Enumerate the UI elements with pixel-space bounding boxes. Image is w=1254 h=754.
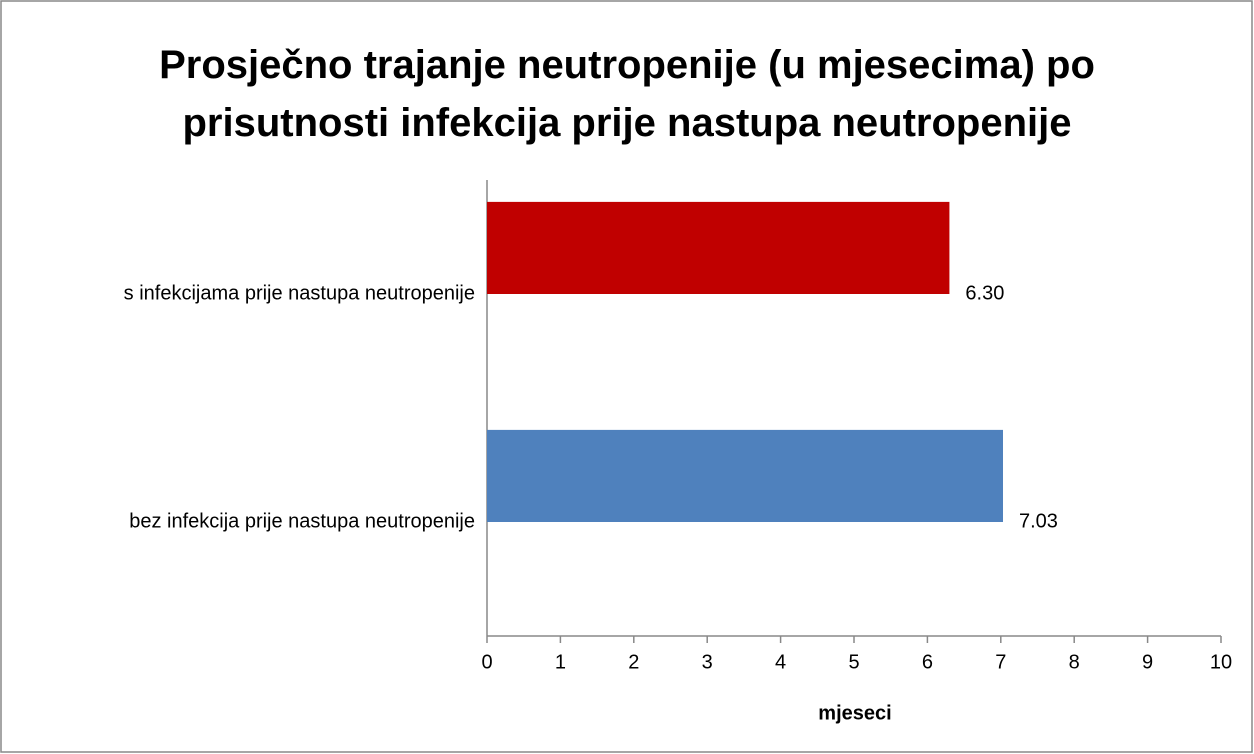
x-tick-label: 10 xyxy=(1210,651,1232,673)
x-tick-label: 2 xyxy=(628,651,639,673)
y-tick-label: bez infekcija prije nastupa neutropenije xyxy=(129,510,475,532)
x-tick-label: 9 xyxy=(1142,651,1153,673)
x-axis-label: mjeseci xyxy=(818,702,891,724)
bar xyxy=(487,201,950,294)
x-tick-label: 7 xyxy=(995,651,1006,673)
y-tick-label: s infekcijama prije nastupa neutropenije xyxy=(124,282,475,304)
x-tick-label: 1 xyxy=(555,651,566,673)
bar xyxy=(487,429,1004,522)
chart-title: Prosječno trajanje neutropenije (u mjese… xyxy=(159,43,1095,145)
x-tick-label: 8 xyxy=(1069,651,1080,673)
value-label: 6.30 xyxy=(965,282,1004,304)
value-label: 7.03 xyxy=(1019,510,1058,532)
x-tick-label: 3 xyxy=(702,651,713,673)
x-tick-label: 5 xyxy=(848,651,859,673)
x-tick-label: 6 xyxy=(922,651,933,673)
x-tick-label: 4 xyxy=(775,651,786,673)
x-tick-label: 0 xyxy=(481,651,492,673)
